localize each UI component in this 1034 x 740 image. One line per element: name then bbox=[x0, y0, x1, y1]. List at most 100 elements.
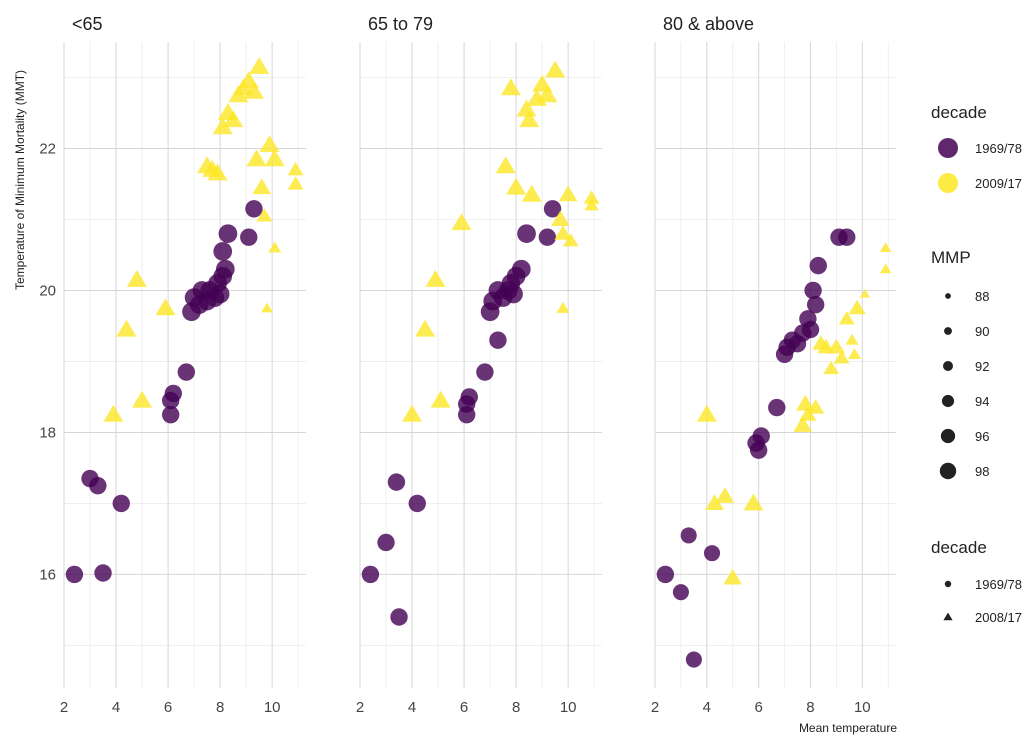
data-point bbox=[249, 57, 270, 74]
data-point bbox=[656, 565, 675, 584]
data-point bbox=[703, 545, 721, 562]
data-point bbox=[155, 298, 176, 316]
y-tick-label: 20 bbox=[39, 282, 56, 299]
data-point bbox=[551, 210, 570, 227]
data-point bbox=[537, 85, 558, 103]
series-circles bbox=[361, 200, 562, 626]
data-point bbox=[838, 311, 855, 325]
data-point bbox=[210, 284, 230, 304]
data-point bbox=[212, 117, 233, 135]
data-point bbox=[164, 384, 182, 403]
x-tick-label: 8 bbox=[216, 699, 224, 716]
data-point bbox=[562, 232, 579, 247]
data-point bbox=[521, 184, 542, 202]
legend-label: 94 bbox=[975, 394, 989, 409]
data-point bbox=[806, 295, 825, 314]
data-point bbox=[859, 288, 871, 298]
data-point bbox=[65, 565, 84, 584]
data-point bbox=[408, 494, 426, 513]
legend-title: MMP bbox=[931, 248, 971, 267]
data-point bbox=[261, 302, 273, 313]
data-point bbox=[103, 404, 124, 422]
data-point bbox=[377, 533, 395, 552]
x-tick-label: 8 bbox=[512, 699, 520, 716]
data-point bbox=[177, 363, 196, 381]
legend-label: 2009/17 bbox=[975, 176, 1022, 191]
data-point bbox=[215, 259, 235, 279]
legend-label: 92 bbox=[975, 359, 989, 374]
legend-size-key bbox=[940, 428, 956, 444]
legend-title: decade bbox=[931, 103, 987, 122]
legend-color-key bbox=[938, 138, 958, 158]
data-point bbox=[213, 242, 233, 261]
facet-panel: 2 4 6 8 10 80 & above bbox=[651, 14, 896, 716]
data-point bbox=[246, 149, 267, 167]
data-point bbox=[768, 398, 786, 417]
legend-label: 90 bbox=[975, 324, 989, 339]
data-point bbox=[252, 178, 272, 195]
data-point bbox=[259, 135, 280, 153]
data-point bbox=[801, 320, 820, 339]
data-point bbox=[827, 338, 846, 354]
data-point bbox=[807, 399, 825, 414]
data-point bbox=[538, 228, 557, 246]
data-point bbox=[793, 416, 813, 432]
y-axis-title: Temperature of Minimum Mortality (MMT) bbox=[13, 70, 27, 290]
data-point bbox=[752, 427, 770, 445]
x-tick-label: 4 bbox=[112, 699, 120, 716]
data-point bbox=[723, 568, 743, 585]
facet-label: <65 bbox=[72, 14, 103, 34]
x-tick-label: 6 bbox=[754, 699, 762, 716]
data-point bbox=[94, 564, 112, 582]
y-tick-label: 18 bbox=[39, 424, 56, 441]
data-point bbox=[116, 319, 137, 337]
data-point bbox=[506, 177, 527, 195]
legend-label: 1969/78 bbox=[975, 141, 1022, 156]
data-point bbox=[500, 78, 521, 96]
series-circles bbox=[656, 228, 856, 668]
facet-label: 80 & above bbox=[663, 14, 754, 34]
data-point bbox=[749, 441, 768, 459]
data-point bbox=[584, 198, 599, 211]
x-tick-label: 4 bbox=[703, 699, 711, 716]
y-tick-label: 22 bbox=[39, 140, 56, 157]
legend-title: decade bbox=[931, 538, 987, 557]
data-point bbox=[879, 263, 892, 274]
series-triangles bbox=[402, 60, 600, 422]
data-point bbox=[554, 225, 572, 240]
x-tick-label: 2 bbox=[356, 699, 364, 716]
data-point bbox=[223, 110, 244, 128]
data-point bbox=[556, 301, 570, 313]
legend-size-key bbox=[942, 360, 954, 372]
legend-label: 98 bbox=[975, 464, 989, 479]
data-point bbox=[245, 200, 263, 218]
data-point bbox=[545, 60, 566, 78]
x-tick-label: 4 bbox=[408, 699, 416, 716]
legend-label: 96 bbox=[975, 429, 989, 444]
data-point bbox=[89, 476, 107, 495]
x-tick-label: 2 bbox=[651, 699, 659, 716]
data-point bbox=[743, 493, 764, 511]
data-point bbox=[848, 299, 866, 315]
data-point bbox=[519, 110, 540, 128]
data-point bbox=[161, 405, 180, 424]
data-point bbox=[287, 162, 304, 176]
y-tick-label: 16 bbox=[39, 566, 56, 583]
series-triangles bbox=[103, 57, 304, 422]
y-axis: 16 18 20 22 bbox=[39, 140, 56, 583]
legend-size-key bbox=[939, 462, 957, 480]
x-tick-label: 10 bbox=[854, 699, 871, 716]
legend-label: 88 bbox=[975, 289, 989, 304]
data-point bbox=[243, 81, 264, 99]
legend-label: 2008/17 bbox=[975, 610, 1022, 625]
x-tick-label: 10 bbox=[560, 699, 577, 716]
data-point bbox=[516, 99, 537, 117]
series-triangles bbox=[696, 242, 892, 585]
legend-size-key bbox=[945, 293, 951, 299]
data-point bbox=[430, 390, 451, 408]
data-point bbox=[415, 319, 436, 337]
x-axis-title: Mean temperature bbox=[799, 721, 897, 735]
data-point bbox=[489, 331, 507, 349]
data-point bbox=[558, 185, 578, 202]
